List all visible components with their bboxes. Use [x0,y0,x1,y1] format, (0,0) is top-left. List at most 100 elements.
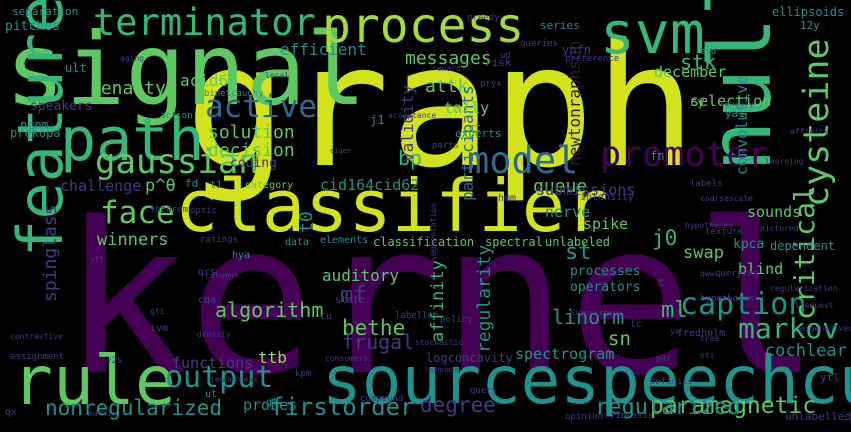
word-solution: solution [208,122,295,143]
word-fn: fn [650,149,665,163]
word-functions: functions [172,354,254,372]
word-stochastic: stochastic [415,338,464,347]
word-action: action [160,111,193,121]
word-fredholm: fredholm [677,328,726,339]
word-data: data [285,237,310,248]
word-hypothesis: hypothesis [700,294,755,304]
word-qrs: qrs [198,267,217,278]
word-aging: aging [120,54,145,63]
word-qx: qx [5,407,18,418]
word-optic: optic [190,206,218,216]
word-active: active [205,89,317,125]
word-regularization: regularization [770,284,838,293]
word-reward: reward [432,64,461,73]
word-markov: markov [738,312,840,345]
word-ut: ut [205,389,218,400]
word-frugal: frugal [342,330,415,354]
word-12y: 12y [800,19,820,32]
word-qww: qww [700,269,715,278]
word-graph: graph [185,8,697,206]
word-acceptance: acceptance [388,111,437,120]
word-model: model [467,139,579,182]
word-affinity: affinity [428,260,448,342]
word-bethe: bethe [342,316,406,340]
word-kpca: kpca [733,237,765,252]
word-p0x: p0x [656,354,671,363]
word-speakers: speakers [30,99,93,114]
word-policy: policy [440,315,473,325]
word-theorem: theorem [150,205,188,215]
word-v2s: v2s [106,356,123,366]
word-promoter: promoter [600,135,769,175]
word-separation: separation [12,5,79,18]
word-queries: queries [520,39,558,49]
word-firstorder: firstorder [270,393,415,421]
word-experts: experts [455,127,502,140]
word-preference: preference [565,54,620,64]
word-hmm: hmm [498,193,517,204]
word-j0: j0 [652,226,678,250]
word-fibrosis: fibrosis [610,411,654,421]
word-texture: texture [705,227,743,237]
word-local: local [265,71,290,80]
word-svm: svm [600,0,705,67]
word-sounds: sounds [747,203,802,221]
word-rt: rt [468,121,482,134]
word-cqa: cqa [198,295,217,306]
word-attk: attk [425,76,469,97]
word-intensity: intensity [580,192,635,203]
word-classifier: classifier [175,164,609,248]
word-contrastive: contrastive [10,332,63,341]
word-signal: signal [5,11,367,128]
word-tenderness: tenderness [210,375,259,384]
word-spectral: spectral [485,235,543,249]
word-ttb: ttb [258,348,287,367]
word-messages: messages [405,48,492,69]
word-pictured: pictured [760,224,799,233]
word-matrix: matrix [88,409,117,418]
word-sourcespeechcue: sourcespeechcue [322,342,851,419]
word-paramagnetic: paramagnetic [650,393,817,419]
word-nti: nti [700,351,715,360]
word-fd: fd [185,177,199,190]
word-queue: queue [533,176,588,197]
word-kpm: kpm [295,369,312,379]
word-december: december [654,63,727,81]
word-decision: decision [208,140,295,161]
word-esd: esd [700,47,717,57]
word-ya1: ya1 [725,107,745,120]
word-gt: gt [266,397,279,408]
word-p: p^θ [145,176,176,196]
word-ncnm: ncnm [20,118,49,132]
word-algorithm: algorithm [215,298,324,322]
word-parts: parts [432,141,460,151]
word-t0: t0 [296,211,317,233]
word-j1: j1 [370,113,385,127]
word-spinglass: spinglass [40,204,61,302]
word-opinion: opinion [565,412,603,422]
word-language: language [425,366,459,374]
word-prekopa: prekopa [10,126,61,140]
word-tree: tree [700,334,720,343]
word-cu: cu [320,311,333,322]
word-stk: stk [680,50,717,74]
word-mf: mf [340,283,367,308]
word-swap: swap [683,243,724,263]
word-consumers: consumers [325,354,369,363]
word-unlabelled: unlabelled [785,410,851,423]
word-ult: ult [65,61,87,75]
word-ytl: ytl [90,255,105,264]
word-probes: probes [243,396,298,414]
word-regularity: regularity [474,244,495,353]
word-tally: tally [444,99,490,117]
word-coarsescale: coarsescale [700,194,753,203]
word-cysteine: cysteine [797,38,837,207]
word-kernel: kernel [62,177,821,422]
word-eigen: eigen [330,147,352,155]
word-process: process [322,0,525,54]
word-category: category [245,180,294,191]
word-classification: classification [373,235,475,249]
word-logconcavity: logconcavity [426,351,513,365]
word-bp: bp [398,146,423,170]
